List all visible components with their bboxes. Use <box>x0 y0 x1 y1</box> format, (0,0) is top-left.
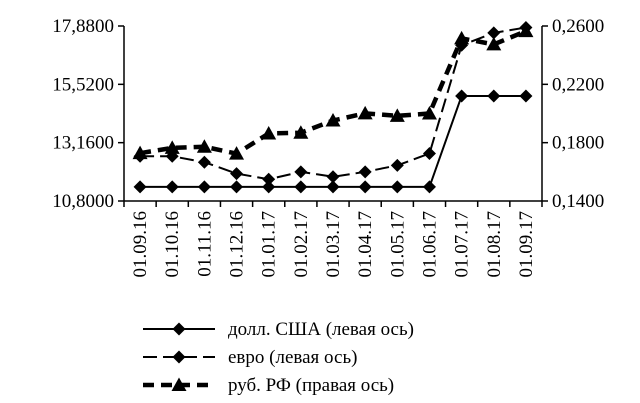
left-tick-label: 10,8000 <box>52 191 114 212</box>
chart-axes <box>123 26 543 202</box>
data-point-marker <box>357 105 373 120</box>
legend-item: евро (левая ось) <box>143 347 357 368</box>
series-0 <box>133 89 533 194</box>
data-point-marker <box>325 113 341 127</box>
data-point-marker <box>326 180 340 194</box>
left-tick-label: 15,5200 <box>52 74 114 95</box>
x-tick-label: 01.06.17 <box>419 211 440 278</box>
x-tick-label: 01.09.17 <box>516 211 537 278</box>
series-2 <box>132 23 534 160</box>
data-point-marker <box>230 180 244 194</box>
x-tick-label: 01.08.17 <box>484 211 505 278</box>
data-point-marker <box>262 172 276 186</box>
data-point-marker <box>165 180 179 194</box>
x-axis-ticks: 01.09.16 01.10.16 01.11.16 01.12.16 01.01.17… <box>123 201 543 278</box>
data-point-marker <box>455 89 469 103</box>
data-point-marker <box>487 26 501 40</box>
data-point-marker <box>164 140 180 154</box>
series-line <box>140 26 527 181</box>
data-point-marker <box>293 125 309 139</box>
data-point-marker <box>132 145 148 160</box>
data-point-marker <box>358 180 372 194</box>
data-point-marker <box>421 106 437 120</box>
right-tick-label: 0,1800 <box>552 133 604 154</box>
x-tick-label: 01.10.16 <box>162 211 183 278</box>
right-tick-label: 0,1400 <box>552 191 604 212</box>
legend: долл. США (левая ось) евро (левая ось) руб… <box>143 319 414 396</box>
data-point-marker <box>326 170 340 184</box>
x-tick-label: 01.09.16 <box>130 211 151 278</box>
legend-label: евро (левая ось) <box>228 347 357 368</box>
x-tick-label: 01.02.17 <box>291 211 312 278</box>
data-point-marker <box>229 146 245 160</box>
x-tick-label: 01.03.17 <box>323 211 344 278</box>
legend-marker <box>172 322 186 336</box>
x-tick-label: 01.05.17 <box>387 211 408 278</box>
data-point-marker <box>454 30 470 45</box>
x-tick-label: 01.01.17 <box>259 211 280 278</box>
data-point-marker <box>518 23 534 38</box>
data-point-marker <box>261 125 277 140</box>
data-point-marker <box>422 180 436 194</box>
data-point-marker <box>262 180 276 194</box>
x-tick-label: 01.11.16 <box>194 211 215 277</box>
data-point-marker <box>294 165 308 179</box>
right-tick-label: 0,2600 <box>552 16 604 37</box>
legend-label: руб. РФ (правая ось) <box>228 375 394 396</box>
left-tick-label: 13,1600 <box>52 133 114 154</box>
legend-marker <box>172 350 186 364</box>
data-point-marker <box>390 180 404 194</box>
data-point-marker <box>358 165 372 179</box>
data-point-marker <box>197 180 211 194</box>
right-tick-label: 0,2200 <box>552 74 604 95</box>
data-point-marker <box>197 155 211 169</box>
data-point-marker <box>389 108 405 122</box>
legend-marker <box>171 377 187 391</box>
data-point-marker <box>487 89 501 103</box>
legend-label: долл. США (левая ось) <box>228 319 414 340</box>
legend-item: руб. РФ (правая ось) <box>143 375 394 396</box>
data-point-marker <box>294 180 308 194</box>
data-point-marker <box>390 158 404 172</box>
series-1 <box>133 20 533 186</box>
left-tick-label: 17,8800 <box>52 16 114 37</box>
data-point-marker <box>422 147 436 161</box>
x-tick-label: 01.12.16 <box>227 211 248 278</box>
data-point-marker <box>230 167 244 181</box>
x-tick-label: 01.07.17 <box>452 211 473 278</box>
data-point-marker <box>133 180 147 194</box>
left-axis-ticks: 10,8000 13,1600 15,5200 17,8800 <box>52 16 124 212</box>
x-tick-label: 01.04.17 <box>355 211 376 278</box>
data-point-marker <box>196 139 212 153</box>
series-line <box>139 29 527 156</box>
data-point-marker <box>519 89 533 103</box>
right-axis-ticks: 0,1400 0,1800 0,2200 0,2600 <box>542 16 604 212</box>
data-point-marker <box>486 36 502 51</box>
legend-item: долл. США (левая ось) <box>143 319 414 340</box>
series-layer <box>132 20 534 194</box>
